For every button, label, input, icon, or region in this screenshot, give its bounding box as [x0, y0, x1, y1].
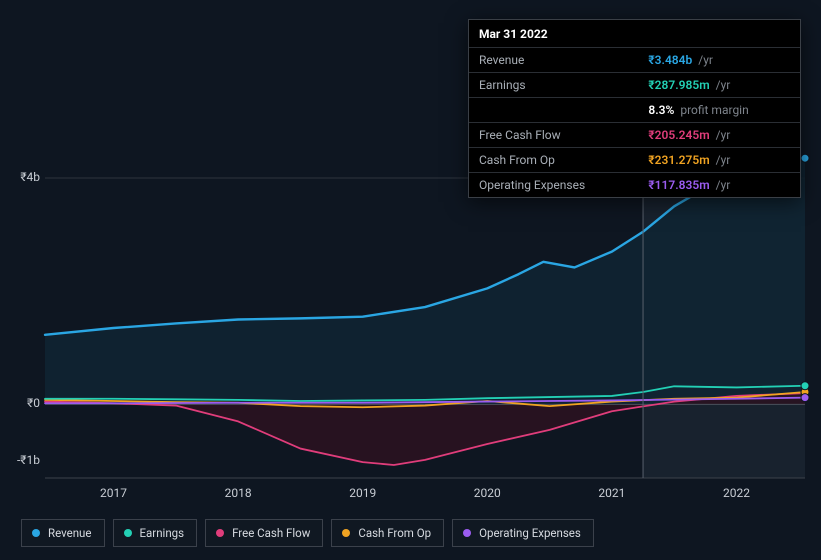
- tooltip-row-value: 8.3% profit margin: [638, 98, 800, 123]
- legend-label: Cash From Op: [358, 526, 431, 540]
- tooltip-row-value: ₹3.484b /yr: [638, 48, 800, 73]
- tooltip-date: Mar 31 2022: [469, 20, 800, 47]
- tooltip-row-key: Earnings: [469, 73, 638, 98]
- legend-item-earnings[interactable]: Earnings: [113, 519, 198, 547]
- tooltip-rows: Revenue₹3.484b /yrEarnings₹287.985m /yr8…: [469, 47, 800, 197]
- tooltip-row: Cash From Op₹231.275m /yr: [469, 148, 800, 173]
- tooltip-row-value: ₹117.835m /yr: [638, 173, 800, 198]
- tooltip-row: 8.3% profit margin: [469, 98, 800, 123]
- legend-label: Operating Expenses: [479, 526, 581, 540]
- tooltip-row-key: Revenue: [469, 48, 638, 73]
- tooltip-row: Free Cash Flow₹205.245m /yr: [469, 123, 800, 148]
- legend-dot-icon: [342, 529, 350, 537]
- legend-label: Free Cash Flow: [232, 526, 310, 540]
- tooltip-row-value: ₹287.985m /yr: [638, 73, 800, 98]
- legend-item-cash_from_op[interactable]: Cash From Op: [331, 519, 444, 547]
- legend-item-revenue[interactable]: Revenue: [21, 519, 105, 547]
- tooltip-row-key: Free Cash Flow: [469, 123, 638, 148]
- tooltip-row-key: Operating Expenses: [469, 173, 638, 198]
- x-tick-label: 2020: [474, 486, 501, 500]
- x-tick-label: 2017: [100, 486, 127, 500]
- legend-dot-icon: [124, 529, 132, 537]
- tooltip-row: Earnings₹287.985m /yr: [469, 73, 800, 98]
- tooltip-row: Revenue₹3.484b /yr: [469, 48, 800, 73]
- legend-dot-icon: [463, 529, 471, 537]
- chart-stage: Mar 31 2022 Revenue₹3.484b /yrEarnings₹2…: [0, 0, 821, 560]
- legend-label: Revenue: [48, 526, 92, 540]
- chart-legend: Revenue Earnings Free Cash Flow Cash From O…: [21, 519, 594, 547]
- legend-label: Earnings: [140, 526, 185, 540]
- tooltip-row-key: [469, 98, 638, 123]
- legend-item-operating_expenses[interactable]: Operating Expenses: [452, 519, 594, 547]
- x-tick-label: 2019: [349, 486, 376, 500]
- x-tick-label: 2021: [598, 486, 625, 500]
- x-tick-label: 2022: [723, 486, 750, 500]
- y-tick-label: ₹0: [2, 396, 40, 410]
- legend-dot-icon: [216, 529, 224, 537]
- tooltip-row-key: Cash From Op: [469, 148, 638, 173]
- tooltip-row-value: ₹231.275m /yr: [638, 148, 800, 173]
- x-tick-label: 2018: [225, 486, 252, 500]
- hover-tooltip: Mar 31 2022 Revenue₹3.484b /yrEarnings₹2…: [468, 19, 801, 198]
- tooltip-row: Operating Expenses₹117.835m /yr: [469, 173, 800, 198]
- legend-dot-icon: [32, 529, 40, 537]
- y-tick-label: ₹4b: [2, 170, 40, 184]
- tooltip-row-value: ₹205.245m /yr: [638, 123, 800, 148]
- y-tick-label: -₹1b: [2, 453, 40, 467]
- legend-item-free_cash_flow[interactable]: Free Cash Flow: [205, 519, 323, 547]
